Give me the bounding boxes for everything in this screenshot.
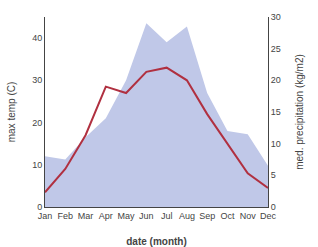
svg-text:0: 0 — [271, 202, 276, 212]
svg-text:Apr: Apr — [99, 211, 113, 221]
svg-text:Dec: Dec — [260, 211, 277, 221]
svg-text:max temp (C): max temp (C) — [6, 82, 17, 143]
svg-text:date (month): date (month) — [126, 236, 187, 247]
svg-text:30: 30 — [32, 75, 42, 85]
svg-text:Mar: Mar — [78, 211, 94, 221]
svg-text:Aug: Aug — [179, 211, 195, 221]
svg-text:25: 25 — [271, 44, 281, 54]
svg-text:10: 10 — [271, 139, 281, 149]
svg-text:med. precipitation (kg/m2): med. precipitation (kg/m2) — [294, 54, 305, 170]
svg-text:Jul: Jul — [161, 211, 173, 221]
svg-text:15: 15 — [271, 107, 281, 117]
svg-text:Oct: Oct — [220, 211, 235, 221]
svg-text:Sep: Sep — [199, 211, 215, 221]
svg-text:0: 0 — [37, 202, 42, 212]
svg-text:Jun: Jun — [139, 211, 154, 221]
svg-text:40: 40 — [32, 33, 42, 43]
svg-text:Feb: Feb — [58, 211, 74, 221]
svg-text:Jan: Jan — [38, 211, 53, 221]
svg-text:May: May — [118, 211, 136, 221]
svg-text:Nov: Nov — [240, 211, 257, 221]
svg-text:30: 30 — [271, 12, 281, 22]
svg-text:20: 20 — [271, 75, 281, 85]
svg-text:20: 20 — [32, 118, 42, 128]
svg-text:10: 10 — [32, 160, 42, 170]
svg-text:5: 5 — [271, 170, 276, 180]
